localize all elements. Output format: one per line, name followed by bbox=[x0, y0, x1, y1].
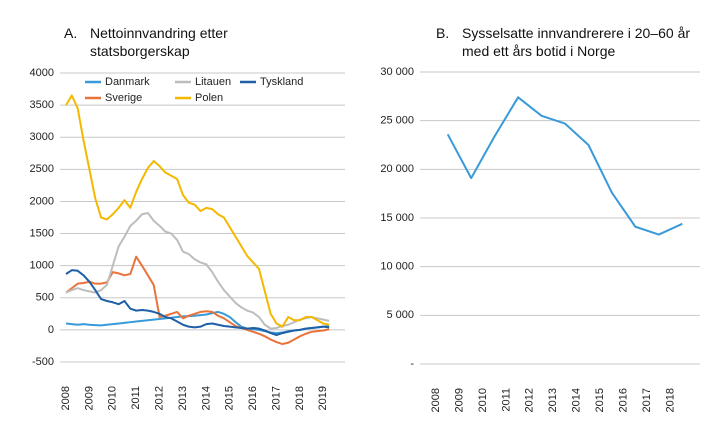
x-tick-label: 2011 bbox=[130, 386, 142, 410]
x-tick-label: 2012 bbox=[153, 386, 165, 410]
x-tick-label: 2009 bbox=[83, 386, 95, 410]
x-tick-label: 2014 bbox=[200, 386, 212, 410]
x-tick-label: 2015 bbox=[594, 388, 606, 412]
x-tick-label: 2008 bbox=[60, 386, 72, 410]
legend-label: Litauen bbox=[195, 76, 231, 88]
legend-label: Polen bbox=[195, 92, 223, 104]
x-tick-label: 2013 bbox=[547, 388, 559, 412]
y-tick-label: 0 bbox=[48, 324, 54, 336]
y-tick-label: 500 bbox=[36, 292, 54, 304]
series-line bbox=[65, 269, 330, 337]
x-tick-label: 2008 bbox=[430, 388, 442, 412]
legend-label: Tyskland bbox=[260, 76, 303, 88]
y-tick-label: 15 000 bbox=[380, 212, 414, 224]
y-tick-label: 30 000 bbox=[380, 66, 414, 78]
x-tick-label: 2018 bbox=[664, 388, 676, 412]
series-line bbox=[65, 94, 330, 328]
chart-title: Nettoinnvandring etter statsborgerskap bbox=[90, 25, 228, 59]
x-tick-label: 2014 bbox=[571, 388, 583, 412]
x-tick-label: 2016 bbox=[247, 386, 259, 410]
y-tick-label: 25 000 bbox=[380, 115, 414, 127]
y-tick-label: 3500 bbox=[30, 99, 54, 111]
y-tick-label: 5 000 bbox=[386, 309, 414, 321]
series-line bbox=[446, 96, 683, 236]
legend-label: Danmark bbox=[105, 76, 150, 88]
x-tick-label: 2015 bbox=[224, 386, 236, 410]
y-tick-label: - bbox=[410, 358, 414, 370]
chart-title: Sysselsatte innvandrerere i 20–60 år med… bbox=[462, 25, 691, 59]
legend-label: Sverige bbox=[105, 92, 142, 104]
panel-label: B. bbox=[436, 25, 450, 41]
x-tick-label: 2018 bbox=[294, 386, 306, 410]
x-tick-label: 2013 bbox=[177, 386, 189, 410]
x-tick-label: 2009 bbox=[453, 388, 465, 412]
x-tick-label: 2012 bbox=[524, 388, 536, 412]
x-tick-label: 2017 bbox=[641, 388, 653, 412]
y-tick-label: 2500 bbox=[30, 163, 54, 175]
y-tick-label: 4000 bbox=[30, 67, 54, 79]
x-tick-label: 2017 bbox=[270, 386, 282, 410]
x-tick-label: 2019 bbox=[317, 386, 329, 410]
panel-label: A. bbox=[64, 25, 78, 41]
y-tick-label: 20 000 bbox=[380, 163, 414, 175]
y-tick-label: 1500 bbox=[30, 227, 54, 239]
x-tick-label: 2010 bbox=[107, 386, 119, 410]
y-tick-label: 3000 bbox=[30, 131, 54, 143]
x-tick-label: 2010 bbox=[477, 388, 489, 412]
y-tick-label: 10 000 bbox=[380, 261, 414, 273]
y-tick-label: 1000 bbox=[30, 260, 54, 272]
y-tick-label: 2000 bbox=[30, 195, 54, 207]
y-tick-label: -500 bbox=[32, 356, 54, 368]
x-tick-label: 2016 bbox=[618, 388, 630, 412]
x-tick-label: 2011 bbox=[500, 388, 512, 412]
series-line bbox=[65, 212, 330, 330]
